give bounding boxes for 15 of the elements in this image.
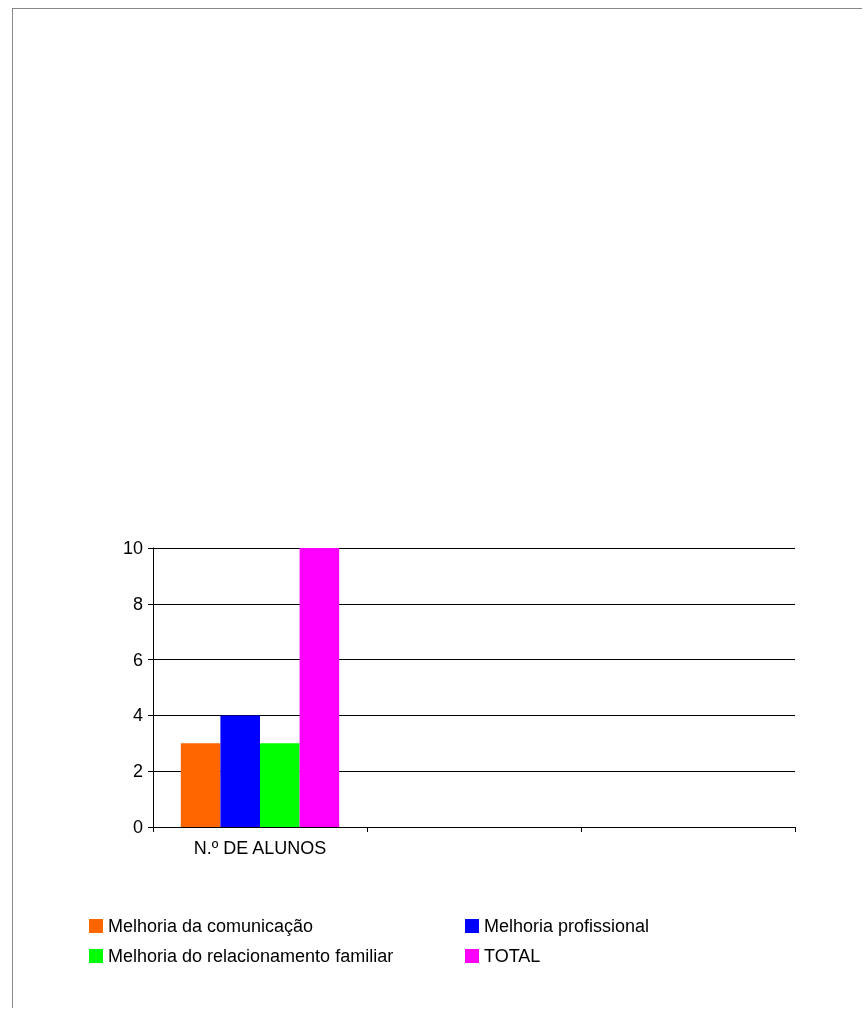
legend-label: TOTAL — [484, 946, 541, 966]
bar — [299, 548, 340, 827]
bar — [180, 743, 221, 827]
y-tick-label: 10 — [122, 538, 143, 558]
y-tick-label: 2 — [132, 761, 143, 782]
y-tick-label: 0 — [132, 817, 143, 837]
x-tick-label: N.º DE ALUNOS — [193, 838, 327, 858]
legend-label: Melhoria profissional — [484, 916, 650, 936]
y-tick-label: 6 — [132, 649, 143, 670]
y-tick-label: 8 — [132, 593, 143, 614]
bar — [260, 743, 300, 827]
legend-label: Melhoria do relacionamento familiar — [108, 946, 394, 966]
legend-label: Melhoria da comunicação — [108, 916, 314, 936]
bar — [220, 715, 260, 827]
y-tick-label: 4 — [132, 705, 143, 726]
